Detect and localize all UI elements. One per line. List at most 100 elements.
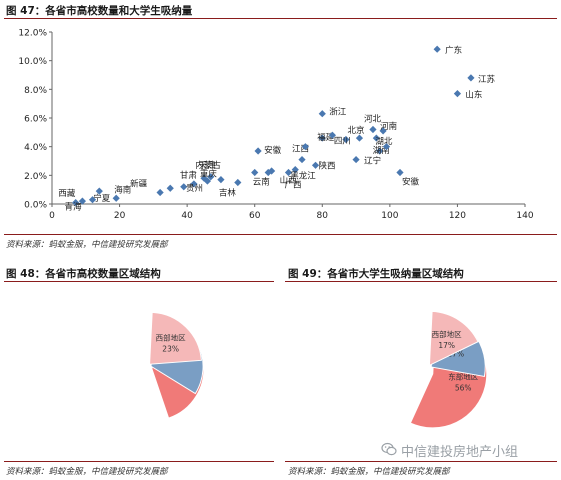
- scatter-point: [298, 155, 306, 164]
- y-tick-label: 2.0%: [24, 172, 47, 182]
- scatter-point: [318, 110, 326, 118]
- x-tick-label: 140: [516, 211, 533, 221]
- y-tick-label: 12.0%: [18, 29, 47, 39]
- point-label: 陕西: [319, 160, 336, 171]
- scatter-point: [396, 168, 404, 177]
- point-label: 安徽: [264, 145, 282, 156]
- point-label: 新疆: [130, 179, 148, 190]
- scatter-point: [453, 90, 462, 98]
- point-label: 青海: [65, 202, 83, 213]
- scatter-point: [291, 166, 299, 174]
- scatter-point: [372, 134, 380, 142]
- point-label: 四川: [334, 137, 351, 147]
- scatter-point: [352, 155, 360, 164]
- slice-value-label: 56%: [455, 383, 472, 392]
- point-label: 山东: [465, 90, 482, 101]
- point-label: 西藏: [58, 188, 76, 199]
- point-label: 福建: [317, 132, 335, 143]
- point-label: 吉林: [219, 188, 237, 199]
- slice-value-label: 23%: [162, 345, 179, 354]
- scatter-point: [72, 198, 80, 207]
- y-tick-label: 6.0%: [24, 115, 47, 125]
- scatter-chart: 0.0% 2.0% 4.0% 6.0% 8.0% 10.0% 12.0% 0 20 40 60 80 1…: [18, 29, 533, 222]
- figure-48-title-rule: [4, 281, 274, 282]
- scatter-point: [268, 167, 276, 175]
- scatter-point: [78, 197, 87, 205]
- figure-49-title: 图 49：各省市大学生吸纳量区域结构: [288, 268, 464, 280]
- point-label: 云南: [253, 176, 270, 187]
- point-label: 广东: [445, 45, 462, 56]
- scatter-point: [112, 194, 120, 202]
- scatter-point: [379, 127, 387, 135]
- watermark-text: 中信建投房地产小组: [401, 445, 519, 460]
- y-tick-label: 10.0%: [18, 57, 47, 67]
- slice-label: 西部地区: [432, 329, 462, 339]
- scatter-point: [203, 177, 212, 185]
- scatter-point: [254, 147, 262, 155]
- pie-slice: [428, 310, 479, 367]
- x-tick-label: 60: [249, 211, 261, 221]
- figure-48-source: 资料来源：蚂蚁金服，中信建投研究发展部: [6, 467, 168, 477]
- point-label: 辽宁: [364, 156, 381, 167]
- slice-value-label: 17%: [438, 341, 455, 350]
- point-label: 江西: [292, 145, 309, 155]
- point-label: 浙江: [329, 107, 347, 118]
- point-label: 江苏: [478, 74, 496, 85]
- slice-value-label: 27%: [447, 350, 464, 359]
- point-label: 河北: [364, 113, 382, 124]
- scatter-point: [342, 135, 350, 144]
- y-tick-label: 4.0%: [24, 143, 47, 153]
- point-label: 黑龙江: [290, 171, 316, 182]
- point-label: 安徽: [402, 176, 420, 187]
- x-tick-label: 20: [114, 211, 126, 221]
- figure-47-title-rule: [4, 18, 557, 19]
- scatter-point: [369, 125, 377, 134]
- point-label: 贵州: [186, 183, 203, 194]
- point-label: 河南: [380, 121, 397, 132]
- figure-49-bottom-rule: [285, 461, 557, 462]
- figure-47-source: 资料来源：蚂蚁金服，中信建投研究发展部: [6, 240, 168, 250]
- point-label: 宁夏: [93, 193, 111, 204]
- slice-label: 西部地区: [156, 333, 186, 343]
- scatter-point: [166, 184, 174, 192]
- point-label: 海南: [114, 184, 131, 195]
- scatter-point: [251, 168, 259, 177]
- scatter-point: [318, 134, 326, 142]
- figure-49-source: 资料来源：蚂蚁金服，中信建投研究发展部: [288, 467, 450, 477]
- point-label: 内蒙古: [195, 160, 221, 171]
- scatter-point: [467, 74, 475, 82]
- point-label: 天津: [199, 160, 217, 171]
- figure-49-title-rule: [285, 281, 557, 282]
- point-label: 湖南: [373, 145, 390, 156]
- x-tick-label: 120: [449, 211, 466, 221]
- scatter-point: [217, 176, 225, 184]
- x-tick-label: 100: [381, 211, 398, 221]
- scatter-point: [190, 180, 198, 188]
- point-label: 湖北: [375, 137, 393, 147]
- figure-48-bottom-rule: [4, 461, 274, 462]
- y-tick-label: 0.0%: [24, 201, 47, 211]
- point-label: 北京: [347, 125, 364, 136]
- x-tick-label: 40: [181, 211, 193, 221]
- point-label: 山西: [280, 175, 297, 186]
- scatter-point: [156, 188, 164, 197]
- wechat-icon: [381, 442, 397, 456]
- slice-label: 东部地区: [448, 371, 478, 381]
- figure-47-bottom-rule: [4, 234, 557, 235]
- scatter-point: [88, 196, 97, 204]
- scatter-point: [433, 45, 441, 53]
- scatter-point: [328, 131, 337, 139]
- y-tick-label: 8.0%: [24, 86, 47, 96]
- scatter-point: [207, 173, 215, 181]
- x-tick-label: 80: [317, 211, 329, 221]
- pie-slice: [149, 311, 202, 365]
- point-label: 重庆: [200, 169, 218, 180]
- scatter-point: [284, 168, 293, 177]
- figure-48-title: 图 48：各省市高校数量区域结构: [6, 268, 161, 280]
- scatter-point: [376, 147, 384, 155]
- scatter-point: [382, 143, 391, 151]
- scatter-point: [301, 143, 309, 151]
- scatter-point: [95, 187, 103, 195]
